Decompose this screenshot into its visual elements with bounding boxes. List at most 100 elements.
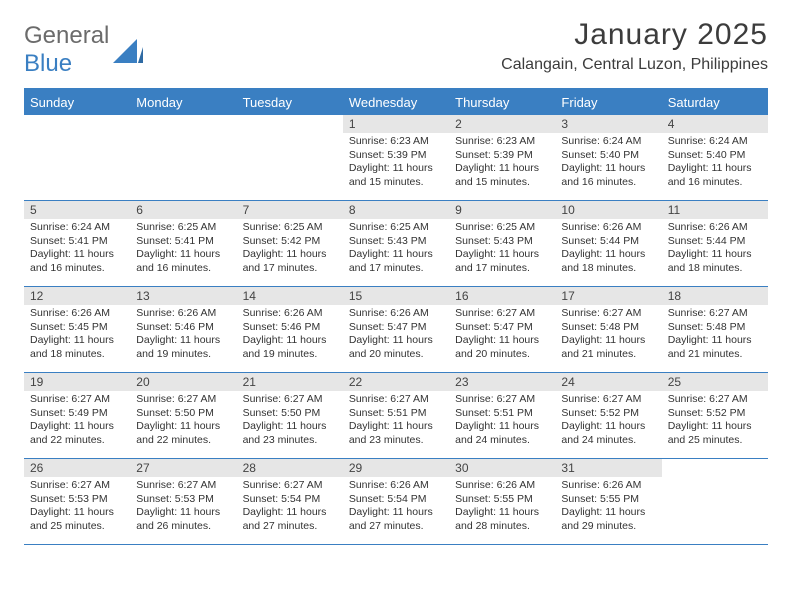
sunset-line: Sunset: 5:46 PM — [136, 321, 230, 335]
sunset-line: Sunset: 5:48 PM — [561, 321, 655, 335]
daylight-line: Daylight: 11 hours and 16 minutes. — [136, 248, 230, 275]
logo-word-general: General — [24, 22, 109, 49]
day-details: Sunrise: 6:27 AMSunset: 5:51 PMDaylight:… — [343, 391, 449, 452]
day-details: Sunrise: 6:27 AMSunset: 5:50 PMDaylight:… — [237, 391, 343, 452]
sunrise-line: Sunrise: 6:26 AM — [668, 221, 762, 235]
calendar-cell-empty — [237, 115, 343, 201]
calendar-cell: 20Sunrise: 6:27 AMSunset: 5:50 PMDayligh… — [130, 373, 236, 459]
daylight-line: Daylight: 11 hours and 24 minutes. — [455, 420, 549, 447]
day-details: Sunrise: 6:27 AMSunset: 5:48 PMDaylight:… — [662, 305, 768, 366]
sunrise-line: Sunrise: 6:27 AM — [455, 393, 549, 407]
sunset-line: Sunset: 5:51 PM — [455, 407, 549, 421]
day-of-week-header: Saturday — [662, 90, 768, 115]
day-details: Sunrise: 6:25 AMSunset: 5:42 PMDaylight:… — [237, 219, 343, 280]
day-details: Sunrise: 6:27 AMSunset: 5:49 PMDaylight:… — [24, 391, 130, 452]
logo-word-blue: Blue — [24, 50, 72, 77]
day-details: Sunrise: 6:25 AMSunset: 5:41 PMDaylight:… — [130, 219, 236, 280]
daylight-line: Daylight: 11 hours and 15 minutes. — [455, 162, 549, 189]
day-details: Sunrise: 6:26 AMSunset: 5:44 PMDaylight:… — [662, 219, 768, 280]
sunset-line: Sunset: 5:54 PM — [243, 493, 337, 507]
daylight-line: Daylight: 11 hours and 26 minutes. — [136, 506, 230, 533]
day-details: Sunrise: 6:23 AMSunset: 5:39 PMDaylight:… — [343, 133, 449, 194]
sunset-line: Sunset: 5:42 PM — [243, 235, 337, 249]
calendar-cell: 15Sunrise: 6:26 AMSunset: 5:47 PMDayligh… — [343, 287, 449, 373]
sunrise-line: Sunrise: 6:24 AM — [561, 135, 655, 149]
calendar-cell-empty — [130, 115, 236, 201]
sunset-line: Sunset: 5:53 PM — [30, 493, 124, 507]
day-of-week-header: Sunday — [24, 90, 130, 115]
sunrise-line: Sunrise: 6:27 AM — [455, 307, 549, 321]
day-number: 16 — [449, 287, 555, 305]
day-number: 2 — [449, 115, 555, 133]
day-details: Sunrise: 6:25 AMSunset: 5:43 PMDaylight:… — [449, 219, 555, 280]
sunrise-line: Sunrise: 6:25 AM — [136, 221, 230, 235]
day-number: 13 — [130, 287, 236, 305]
calendar-cell: 10Sunrise: 6:26 AMSunset: 5:44 PMDayligh… — [555, 201, 661, 287]
sunrise-line: Sunrise: 6:27 AM — [30, 393, 124, 407]
daylight-line: Daylight: 11 hours and 20 minutes. — [349, 334, 443, 361]
sunset-line: Sunset: 5:43 PM — [455, 235, 549, 249]
sunset-line: Sunset: 5:49 PM — [30, 407, 124, 421]
day-number: 21 — [237, 373, 343, 391]
day-number: 7 — [237, 201, 343, 219]
sunrise-line: Sunrise: 6:27 AM — [243, 393, 337, 407]
sunset-line: Sunset: 5:47 PM — [349, 321, 443, 335]
daylight-line: Daylight: 11 hours and 21 minutes. — [668, 334, 762, 361]
day-number: 10 — [555, 201, 661, 219]
sunrise-line: Sunrise: 6:27 AM — [668, 393, 762, 407]
day-number: 11 — [662, 201, 768, 219]
calendar-cell: 3Sunrise: 6:24 AMSunset: 5:40 PMDaylight… — [555, 115, 661, 201]
sunset-line: Sunset: 5:52 PM — [561, 407, 655, 421]
header: General Blue January 2025 Calangain, Cen… — [24, 18, 768, 78]
day-details: Sunrise: 6:23 AMSunset: 5:39 PMDaylight:… — [449, 133, 555, 194]
day-details: Sunrise: 6:27 AMSunset: 5:52 PMDaylight:… — [555, 391, 661, 452]
calendar-cell: 27Sunrise: 6:27 AMSunset: 5:53 PMDayligh… — [130, 459, 236, 545]
calendar-cell: 18Sunrise: 6:27 AMSunset: 5:48 PMDayligh… — [662, 287, 768, 373]
daylight-line: Daylight: 11 hours and 27 minutes. — [349, 506, 443, 533]
sail-icon — [113, 37, 143, 63]
daylight-line: Daylight: 11 hours and 23 minutes. — [349, 420, 443, 447]
day-details: Sunrise: 6:26 AMSunset: 5:45 PMDaylight:… — [24, 305, 130, 366]
sunset-line: Sunset: 5:45 PM — [30, 321, 124, 335]
calendar-page: General Blue January 2025 Calangain, Cen… — [0, 0, 792, 612]
day-details: Sunrise: 6:25 AMSunset: 5:43 PMDaylight:… — [343, 219, 449, 280]
daylight-line: Daylight: 11 hours and 15 minutes. — [349, 162, 443, 189]
daylight-line: Daylight: 11 hours and 16 minutes. — [668, 162, 762, 189]
calendar-cell: 19Sunrise: 6:27 AMSunset: 5:49 PMDayligh… — [24, 373, 130, 459]
logo: General Blue — [24, 18, 143, 78]
day-of-week-header: Tuesday — [237, 90, 343, 115]
day-details: Sunrise: 6:27 AMSunset: 5:51 PMDaylight:… — [449, 391, 555, 452]
daylight-line: Daylight: 11 hours and 20 minutes. — [455, 334, 549, 361]
daylight-line: Daylight: 11 hours and 18 minutes. — [561, 248, 655, 275]
calendar-cell: 13Sunrise: 6:26 AMSunset: 5:46 PMDayligh… — [130, 287, 236, 373]
day-details: Sunrise: 6:27 AMSunset: 5:47 PMDaylight:… — [449, 305, 555, 366]
daylight-line: Daylight: 11 hours and 19 minutes. — [243, 334, 337, 361]
day-number: 22 — [343, 373, 449, 391]
sunset-line: Sunset: 5:55 PM — [561, 493, 655, 507]
day-details: Sunrise: 6:26 AMSunset: 5:47 PMDaylight:… — [343, 305, 449, 366]
sunrise-line: Sunrise: 6:27 AM — [349, 393, 443, 407]
day-number: 24 — [555, 373, 661, 391]
daylight-line: Daylight: 11 hours and 24 minutes. — [561, 420, 655, 447]
day-details: Sunrise: 6:26 AMSunset: 5:55 PMDaylight:… — [449, 477, 555, 538]
daylight-line: Daylight: 11 hours and 23 minutes. — [243, 420, 337, 447]
day-number: 1 — [343, 115, 449, 133]
day-number: 20 — [130, 373, 236, 391]
calendar-cell: 1Sunrise: 6:23 AMSunset: 5:39 PMDaylight… — [343, 115, 449, 201]
month-title: January 2025 — [501, 18, 768, 52]
day-details: Sunrise: 6:27 AMSunset: 5:48 PMDaylight:… — [555, 305, 661, 366]
sunrise-line: Sunrise: 6:26 AM — [349, 307, 443, 321]
day-number: 28 — [237, 459, 343, 477]
day-of-week-header: Monday — [130, 90, 236, 115]
sunrise-line: Sunrise: 6:27 AM — [668, 307, 762, 321]
day-of-week-header: Wednesday — [343, 90, 449, 115]
sunrise-line: Sunrise: 6:26 AM — [349, 479, 443, 493]
day-details: Sunrise: 6:26 AMSunset: 5:44 PMDaylight:… — [555, 219, 661, 280]
sunset-line: Sunset: 5:44 PM — [668, 235, 762, 249]
calendar-cell: 28Sunrise: 6:27 AMSunset: 5:54 PMDayligh… — [237, 459, 343, 545]
sunrise-line: Sunrise: 6:27 AM — [30, 479, 124, 493]
calendar-cell-empty — [24, 115, 130, 201]
day-number: 31 — [555, 459, 661, 477]
sunset-line: Sunset: 5:43 PM — [349, 235, 443, 249]
calendar-cell: 29Sunrise: 6:26 AMSunset: 5:54 PMDayligh… — [343, 459, 449, 545]
